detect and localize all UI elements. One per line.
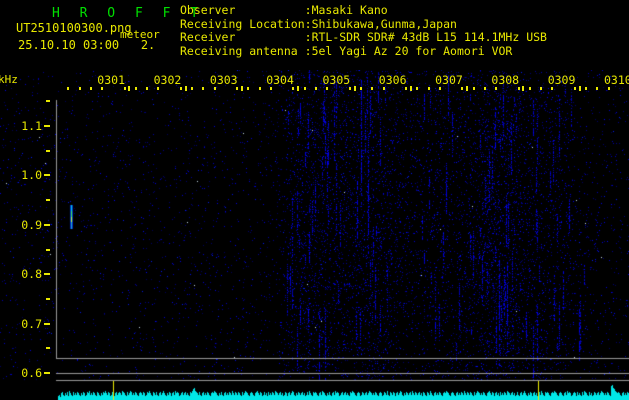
metadata-separator: : (304, 16, 312, 31)
station-metadata-table: Observer: Masaki Kano Receiving Location: S… (180, 3, 547, 59)
metadata-separator: : (304, 3, 312, 17)
file-timestamp-label: 25.10.10 03:00 2. (18, 38, 156, 52)
metadata-separator: : (304, 30, 312, 44)
metadata-separator: : (304, 43, 312, 58)
spectrogram-panel[interactable]: kHz 1.1 1.0 0.9 0.8 0.7 0.6 0301 0302 0303 0304 030… (0, 70, 629, 400)
metadata-label: Receiver (180, 30, 236, 44)
metadata-row: Receiving Location: Shibukawa,Gunma,Japan (180, 16, 547, 32)
file-name-label: UT2510100300.png (16, 21, 132, 35)
metadata-value: Shibukawa,Gunma,Japan (311, 16, 457, 31)
app-title: H R O F F T (52, 6, 205, 21)
metadata-label: Receiving antenna (180, 43, 298, 58)
metadata-label: Observer (180, 3, 236, 17)
file-kind-label: meteor (120, 28, 160, 41)
metadata-value: Masaki Kano (311, 3, 388, 17)
metadata-value: RTL-SDR SDR# 43dB L15 114.1MHz USB (311, 30, 547, 44)
metadata-row: Receiver: RTL-SDR SDR# 43dB L15 114.1MHz … (180, 30, 547, 45)
spectrogram-canvas[interactable] (0, 70, 629, 400)
metadata-label: Receiving Location (180, 16, 305, 31)
metadata-value: 5el Yagi Az 20 for Aomori VOR (311, 43, 513, 58)
metadata-row: Observer: Masaki Kano (180, 3, 547, 18)
metadata-row: Receiving antenna:5el Yagi Az 20 for Aom… (180, 43, 547, 59)
header-panel: H R O F F T UT2510100300.png meteor 25.1… (0, 0, 629, 70)
